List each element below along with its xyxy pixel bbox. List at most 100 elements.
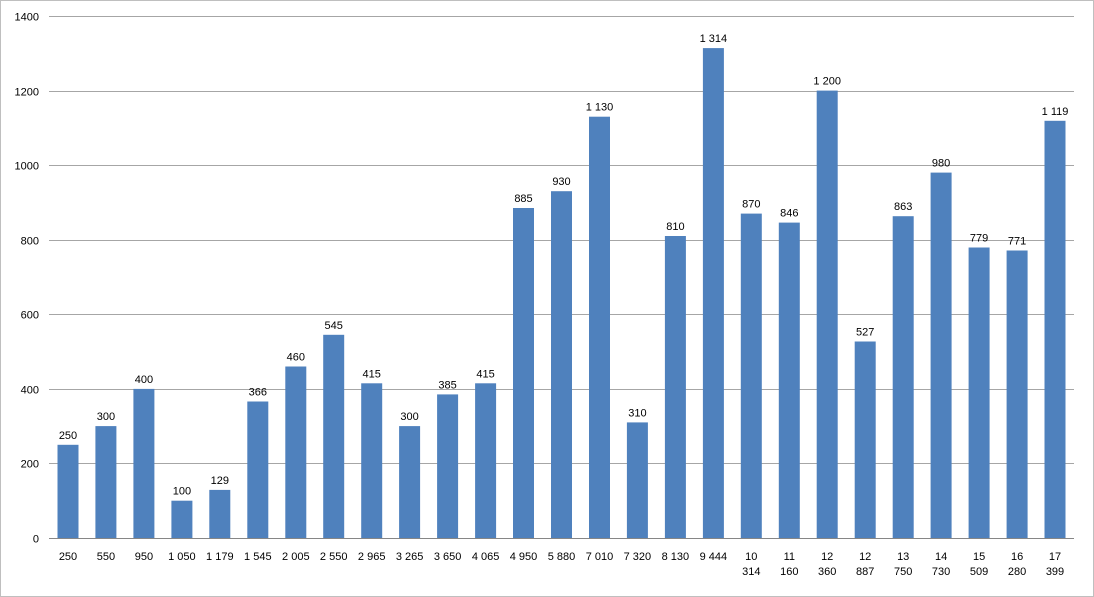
bar bbox=[437, 394, 459, 538]
x-tick-label: 250 bbox=[59, 551, 77, 563]
y-tick-label: 1000 bbox=[15, 161, 39, 173]
x-tick-label: 730 bbox=[932, 566, 950, 578]
bar-data-label: 1 200 bbox=[813, 76, 841, 88]
bar bbox=[702, 48, 724, 538]
x-tick-label: 2 965 bbox=[358, 551, 386, 563]
x-tick-label: 12 bbox=[859, 551, 871, 563]
x-tick-label: 11 bbox=[784, 551, 795, 563]
x-tick-label: 15 bbox=[973, 551, 985, 563]
bar bbox=[664, 236, 686, 538]
bar bbox=[171, 500, 193, 538]
bar-data-label: 779 bbox=[970, 233, 988, 245]
bar bbox=[95, 426, 117, 538]
bar-data-label: 300 bbox=[400, 411, 418, 423]
x-tick-label: 7 320 bbox=[624, 551, 652, 563]
x-tick-label: 280 bbox=[1008, 566, 1026, 578]
bar-data-label: 527 bbox=[856, 327, 874, 339]
bar bbox=[968, 247, 990, 538]
y-tick-label: 1200 bbox=[15, 87, 39, 99]
x-tick-label: 5 880 bbox=[548, 551, 576, 563]
bar-data-label: 250 bbox=[59, 430, 77, 442]
bar bbox=[513, 208, 534, 538]
bar-data-label: 870 bbox=[742, 199, 760, 211]
bar-data-label: 980 bbox=[932, 158, 950, 170]
bar-data-label: 300 bbox=[97, 411, 115, 423]
bar bbox=[551, 191, 572, 538]
bar bbox=[475, 383, 497, 538]
x-tick-label: 950 bbox=[135, 551, 153, 563]
bar bbox=[57, 444, 79, 538]
bar-data-label: 1 119 bbox=[1042, 106, 1069, 118]
x-tick-label: 9 444 bbox=[700, 551, 728, 563]
x-tick-label: 314 bbox=[742, 566, 760, 578]
y-tick-label: 200 bbox=[21, 459, 39, 471]
x-tick-label: 360 bbox=[818, 566, 836, 578]
x-tick-label: 509 bbox=[970, 566, 988, 578]
x-tick-label: 12 bbox=[821, 551, 833, 563]
bar-data-label: 415 bbox=[363, 368, 381, 380]
y-tick-label: 0 bbox=[33, 534, 39, 546]
bar bbox=[626, 422, 648, 538]
x-tick-label: 160 bbox=[780, 566, 798, 578]
bar-data-label: 885 bbox=[514, 193, 532, 205]
x-tick-label: 4 950 bbox=[510, 551, 538, 563]
y-tick-label: 1400 bbox=[15, 12, 39, 24]
x-tick-label: 13 bbox=[897, 551, 909, 563]
bar-data-label: 810 bbox=[666, 221, 684, 233]
x-tick-label: 2 005 bbox=[282, 551, 310, 563]
bar bbox=[930, 172, 952, 538]
x-tick-label: 16 bbox=[1011, 551, 1023, 563]
bar bbox=[247, 401, 269, 538]
bar-data-label: 846 bbox=[780, 208, 798, 220]
bar-data-label: 366 bbox=[249, 387, 267, 399]
bar-data-label: 771 bbox=[1008, 236, 1026, 248]
y-tick-label: 600 bbox=[21, 310, 39, 322]
bar bbox=[323, 334, 345, 538]
x-tick-label: 8 130 bbox=[662, 551, 690, 563]
bar bbox=[361, 383, 383, 538]
x-tick-label: 14 bbox=[935, 551, 947, 563]
bar-data-label: 385 bbox=[438, 379, 456, 391]
x-tick-label: 10 bbox=[745, 551, 757, 563]
x-tick-label: 3 650 bbox=[434, 551, 462, 563]
bar-data-label: 1 130 bbox=[586, 102, 614, 114]
x-tick-label: 17 bbox=[1049, 551, 1061, 563]
x-tick-label: 1 050 bbox=[168, 551, 196, 563]
bar-data-label: 310 bbox=[628, 407, 646, 419]
bar-data-label: 415 bbox=[476, 368, 494, 380]
x-tick-label: 550 bbox=[97, 551, 115, 563]
bar bbox=[854, 341, 876, 538]
bar-data-label: 930 bbox=[552, 176, 570, 188]
bar bbox=[285, 366, 307, 538]
x-tick-label: 1 179 bbox=[206, 551, 234, 563]
bar bbox=[209, 489, 231, 538]
bar bbox=[1006, 250, 1028, 538]
y-tick-label: 400 bbox=[21, 385, 39, 397]
bar bbox=[399, 426, 421, 538]
x-tick-label: 1 545 bbox=[244, 551, 272, 563]
bar bbox=[1044, 120, 1066, 539]
x-tick-label: 2 550 bbox=[320, 551, 348, 563]
bar-data-label: 863 bbox=[894, 201, 912, 213]
bar bbox=[816, 90, 838, 538]
bar bbox=[778, 222, 800, 538]
bar bbox=[589, 116, 610, 538]
bar bbox=[133, 388, 155, 538]
bar-data-label: 460 bbox=[287, 352, 305, 364]
bar-data-label: 129 bbox=[211, 475, 229, 487]
x-tick-label: 750 bbox=[894, 566, 912, 578]
x-tick-label: 4 065 bbox=[472, 551, 500, 563]
x-tick-label: 887 bbox=[856, 566, 874, 578]
x-tick-label: 3 265 bbox=[396, 551, 424, 563]
x-tick-label: 399 bbox=[1046, 566, 1064, 578]
bar bbox=[892, 216, 914, 538]
bar bbox=[740, 213, 762, 538]
bar-data-label: 545 bbox=[325, 320, 343, 332]
x-tick-label: 7 010 bbox=[586, 551, 614, 563]
bar-data-label: 100 bbox=[173, 486, 191, 498]
y-tick-label: 800 bbox=[21, 236, 39, 248]
bar-data-label: 1 314 bbox=[700, 33, 728, 45]
bar-data-label: 400 bbox=[135, 374, 153, 386]
